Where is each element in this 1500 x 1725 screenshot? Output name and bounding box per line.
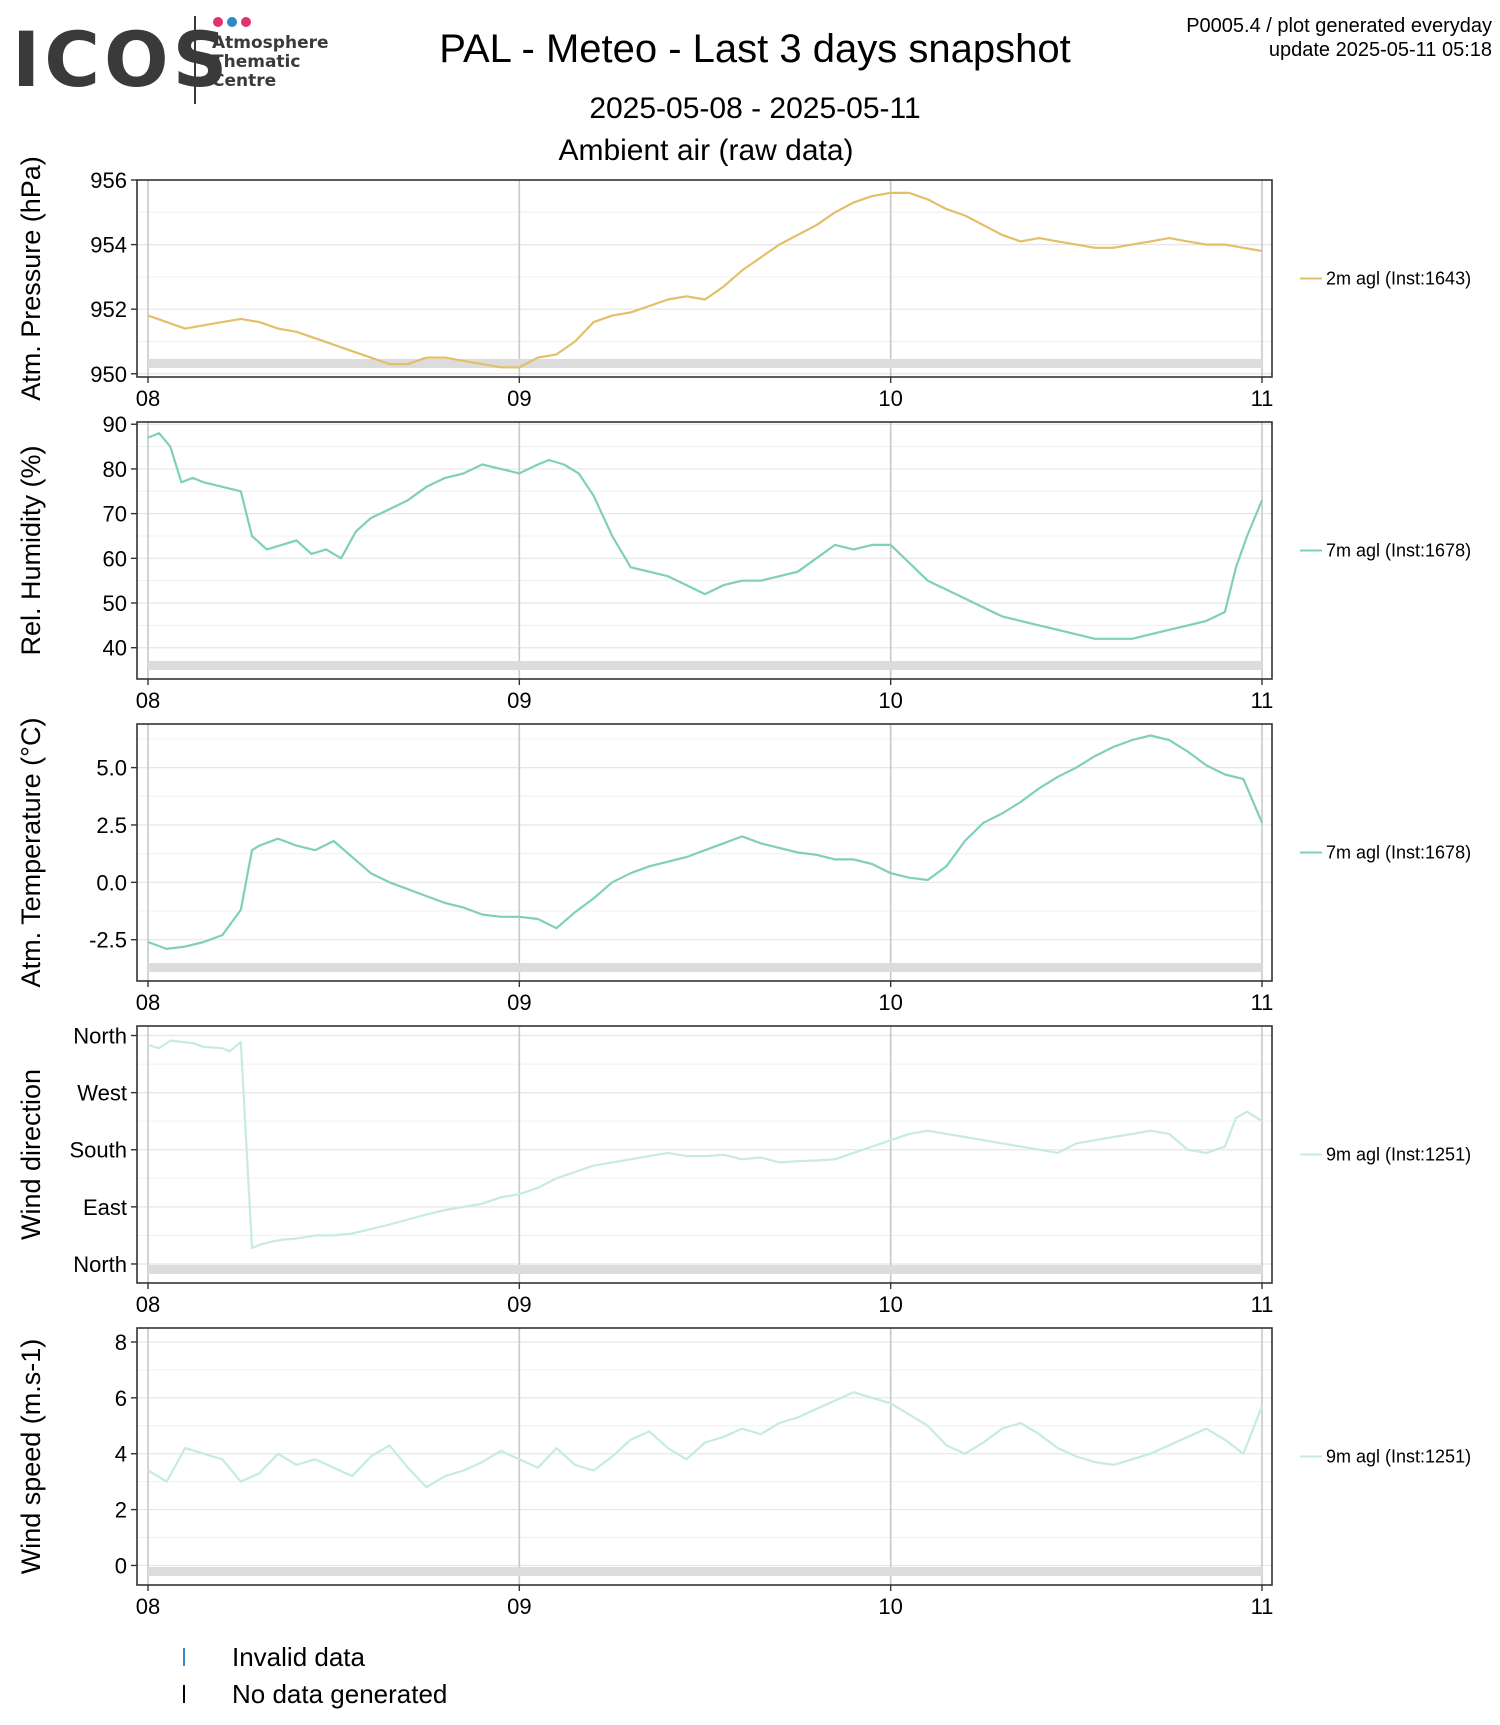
y-axis-title: Wind direction — [16, 1069, 46, 1240]
y-tick-label: 2 — [115, 1498, 127, 1523]
x-tick-label: 10 — [878, 688, 902, 713]
page-title: PAL - Meteo - Last 3 days snapshot — [439, 27, 1070, 71]
x-tick-label: 08 — [136, 1594, 160, 1619]
y-axis-title: Wind speed (m.s-1) — [16, 1339, 46, 1575]
legend-label: 7m agl (Inst:1678) — [1326, 541, 1471, 561]
x-tick-label: 09 — [507, 1292, 531, 1317]
x-tick-label: 09 — [507, 386, 531, 411]
y-tick-label: 80 — [103, 457, 127, 482]
x-tick-label: 09 — [507, 688, 531, 713]
logo-line-2: Thematic — [212, 52, 300, 72]
y-axis-title: Atm. Temperature (°C) — [16, 718, 46, 988]
y-tick-label: 60 — [103, 546, 127, 571]
x-tick-label: 09 — [507, 990, 531, 1015]
panel-frame — [136, 1327, 1273, 1586]
panel-1: 2m agl (Inst:1643) 950 952 954 956 08 09 10 11 At… — [16, 156, 1471, 411]
icos-logo: ICOS Atmosphere Thematic Centre — [12, 15, 329, 104]
logo-word: ICOS — [12, 15, 231, 104]
logo-dot-3 — [241, 17, 251, 27]
panel-5: 9m agl (Inst:1251) 0 2 4 6 8 08 09 10 11 Wind spee… — [16, 1327, 1471, 1619]
logo-line-3: Centre — [212, 71, 276, 91]
x-tick-label: 08 — [136, 386, 160, 411]
series-line — [147, 734, 1264, 951]
y-tick-label: 8 — [115, 1330, 127, 1355]
status-band — [148, 963, 1262, 972]
y-tick-label: 90 — [103, 412, 127, 437]
panel-4: 9m agl (Inst:1251) North East South West Nort… — [16, 1024, 1471, 1317]
chart-subtitle: Ambient air (raw data) — [558, 134, 853, 167]
y-tick-label: 4 — [115, 1442, 127, 1467]
series-line — [147, 432, 1264, 640]
legend-label: 9m agl (Inst:1251) — [1326, 1447, 1471, 1467]
product-info: P0005.4 / plot generated everyday — [1186, 15, 1492, 37]
logo-line-1: Atmosphere — [212, 33, 329, 53]
panel-frame — [136, 179, 1273, 378]
panel-frame — [136, 1025, 1273, 1284]
x-tick-label: 11 — [1251, 1594, 1274, 1619]
panel-3: 7m agl (Inst:1678) -2.5 0.0 2.5 5.0 08 09 10 11 A… — [16, 718, 1471, 1015]
x-tick-label: 11 — [1251, 386, 1274, 411]
status-band — [148, 359, 1262, 368]
y-tick-label: 40 — [103, 636, 127, 661]
legend-label: 2m agl (Inst:1643) — [1326, 269, 1471, 289]
status-band — [148, 661, 1262, 670]
y-tick-label: -2.5 — [89, 928, 127, 953]
x-tick-label: 10 — [878, 386, 902, 411]
y-tick-label: 0 — [115, 1553, 127, 1578]
y-tick-label: 956 — [90, 168, 127, 193]
x-tick-label: 11 — [1251, 1292, 1274, 1317]
y-tick-label: 70 — [103, 502, 127, 527]
x-tick-label: 10 — [878, 1292, 902, 1317]
y-tick-label: 2.5 — [96, 813, 127, 838]
y-tick-label: 6 — [115, 1386, 127, 1411]
status-band — [148, 1567, 1262, 1576]
invalid-data-label: Invalid data — [232, 1642, 366, 1672]
series-line — [147, 1039, 1263, 1250]
x-tick-label: 10 — [878, 990, 902, 1015]
series-line — [147, 1391, 1264, 1489]
update-info: update 2025-05-11 05:18 — [1269, 39, 1492, 61]
x-tick-label: 11 — [1251, 990, 1274, 1015]
date-range: 2025-05-08 - 2025-05-11 — [589, 92, 920, 125]
x-tick-label: 08 — [136, 688, 160, 713]
bottom-legend: Invalid data No data generated — [183, 1642, 447, 1709]
y-axis-title: Rel. Humidity (%) — [16, 445, 46, 655]
x-tick-label: 10 — [878, 1594, 902, 1619]
y-tick-label: North — [73, 1252, 127, 1277]
series-line — [147, 191, 1263, 369]
y-tick-label: 50 — [103, 591, 127, 616]
y-tick-label: 0.0 — [96, 870, 127, 895]
y-tick-label: West — [77, 1081, 127, 1106]
x-tick-label: 09 — [507, 1594, 531, 1619]
y-axis-title: Atm. Pressure (hPa) — [16, 156, 46, 401]
x-tick-label: 08 — [136, 1292, 160, 1317]
logo-dot-1 — [213, 17, 223, 27]
status-band — [148, 1265, 1262, 1274]
legend-label: 7m agl (Inst:1678) — [1326, 843, 1471, 863]
panel-frame — [136, 723, 1273, 982]
logo-dot-2 — [227, 17, 237, 27]
no-data-label: No data generated — [232, 1679, 447, 1709]
y-tick-label: 952 — [90, 297, 127, 322]
y-tick-label: North — [73, 1024, 127, 1049]
x-tick-label: 11 — [1251, 688, 1274, 713]
panel-2: 7m agl (Inst:1678) 40 50 60 70 80 90 08 09 10 11 Re… — [16, 412, 1471, 713]
y-tick-label: 954 — [90, 233, 127, 258]
y-tick-label: 950 — [90, 362, 127, 387]
y-tick-label: East — [83, 1195, 127, 1220]
y-tick-label: South — [70, 1138, 128, 1163]
panel-frame — [136, 421, 1273, 680]
x-tick-label: 08 — [136, 990, 160, 1015]
legend-label: 9m agl (Inst:1251) — [1326, 1145, 1471, 1165]
y-tick-label: 5.0 — [96, 756, 127, 781]
